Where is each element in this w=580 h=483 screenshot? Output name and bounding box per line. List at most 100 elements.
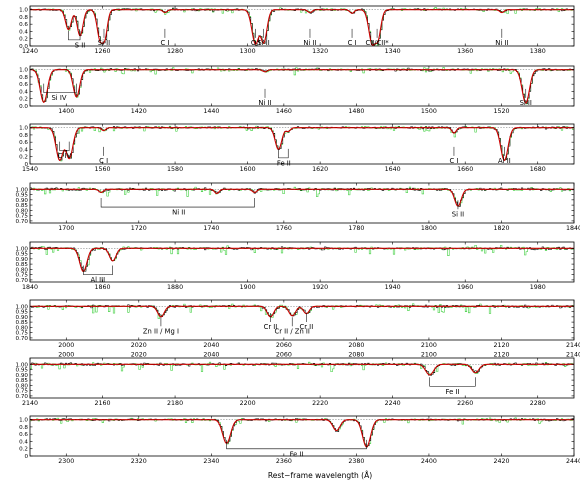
x-tick-label: 1640	[385, 166, 401, 173]
y-tick-label: 0.6	[19, 82, 28, 88]
panel-frame	[29, 415, 575, 457]
x-tick-label: 1360	[457, 48, 473, 55]
y-tick-label: 0.70	[16, 219, 29, 225]
y-tick-label: 0.90	[16, 257, 29, 263]
y-tick-label: 0.70	[16, 336, 29, 342]
x-tick-label: 2300	[58, 458, 74, 465]
y-tick-label: 0.95	[16, 193, 29, 199]
y-tick-label: 0	[24, 162, 28, 168]
flux-spectrum	[30, 418, 574, 448]
line-identification: Si II	[452, 200, 464, 218]
spectrum-panel: 1240 1260 1280 1300 1320 1340 1360 1380 0.00.2 0.…	[19, 5, 575, 55]
y-tick-label: 0.85	[16, 378, 29, 384]
model-fit	[30, 419, 574, 448]
line-identification: Si II	[520, 88, 532, 107]
ion-label: C I	[99, 157, 108, 165]
spectrum-panel: 1840 1860 1880 1900 1920 1940 1960 1980 0.700.75…	[16, 241, 575, 291]
ion-label: Si IV	[51, 94, 66, 102]
y-tick-label: 0.2	[19, 447, 28, 453]
x-tick-label: 2160	[95, 400, 111, 407]
y-tick-label: 1.00	[16, 304, 29, 310]
line-identification: Ni II	[258, 88, 272, 107]
x-tick-label: 1900	[240, 284, 256, 291]
line-identification: Al II	[498, 146, 511, 165]
panel-frame	[29, 299, 575, 341]
panel-frame	[29, 182, 575, 224]
x-tick-label: 1320	[312, 48, 328, 55]
line-identification: C I	[99, 146, 108, 165]
y-tick-label: 0.0	[19, 44, 28, 50]
flux-spectrum	[30, 67, 574, 104]
x-tick-label: 2280	[530, 400, 546, 407]
y-tick-label: 0	[24, 454, 28, 460]
x-tick-label-top: 2060	[276, 352, 292, 359]
y-tick-label: 0.8	[19, 133, 28, 139]
x-tick-label: 2400	[421, 458, 437, 465]
x-tick-label: 1720	[131, 225, 147, 232]
y-tick-label: 0.70	[16, 278, 29, 284]
ion-label: Si II	[98, 39, 110, 47]
x-tick-label: 1860	[95, 284, 111, 291]
x-tick-label: 1500	[421, 108, 437, 115]
x-tick-label: 1560	[95, 166, 111, 173]
bracket-marker	[68, 30, 81, 41]
y-tick-label: 1.00	[16, 187, 29, 193]
bracket-marker	[43, 83, 77, 93]
x-tick-label: 2080	[348, 342, 364, 349]
error-spectrum	[30, 67, 574, 105]
x-tick-label: 1660	[457, 166, 473, 173]
spectrum-panel: 1700 1720 1740 1760 1780 1800 1820 1840 0.700.75…	[16, 182, 580, 232]
x-tick-label-top: 2140	[566, 352, 580, 359]
y-tick-label: 1.0	[19, 418, 28, 424]
y-tick-label: 0.4	[19, 439, 28, 445]
ion-label: O I	[251, 39, 261, 47]
spectrum-panel: 1400 1420 1440 1460 1480 1500 1520 0.00.2 0.40.6…	[19, 65, 575, 115]
x-tick-label: 1840	[566, 225, 580, 232]
model-fit	[30, 9, 574, 46]
x-tick-label: 1340	[385, 48, 401, 55]
ion-label: Cr II / Zn II	[274, 327, 309, 335]
y-tick-label: 0.2	[19, 155, 28, 161]
bracket-marker	[83, 265, 113, 275]
ion-label: Si II	[257, 39, 269, 47]
ion-label: C I	[449, 157, 458, 165]
x-tick-label-top: 2040	[203, 352, 219, 359]
line-identification: Fe II	[429, 377, 476, 396]
y-tick-label: 0.6	[19, 140, 28, 146]
bracket-marker	[100, 198, 255, 208]
x-tick-label-top: 2100	[421, 352, 437, 359]
ion-label: CII/CII*	[365, 39, 389, 47]
x-tick-label: 1520	[493, 108, 509, 115]
y-tick-label: 0.85	[16, 262, 29, 268]
y-tick-label: 0.8	[19, 15, 28, 21]
y-tick-label: 0.75	[16, 389, 29, 395]
model-fit	[30, 69, 574, 104]
model-fit	[30, 305, 574, 318]
line-identification: C I	[160, 28, 169, 47]
ion-label: Al III	[90, 276, 105, 284]
ion-label: Al II	[498, 157, 511, 165]
model-fit	[30, 127, 574, 162]
x-tick-label: 1380	[530, 48, 546, 55]
y-tick-label: 1.0	[19, 126, 28, 132]
ion-label: C I	[348, 39, 357, 47]
line-identification: Fe II	[226, 439, 367, 458]
spectrum-panel: 1540 1560 1580 1600 1620 1640 1660 168000.20.40…	[19, 123, 575, 173]
y-tick-label: 0.75	[16, 273, 29, 279]
x-tick-label: 2240	[385, 400, 401, 407]
ion-label: Ni II	[303, 39, 316, 47]
y-tick-label: 1.0	[19, 68, 28, 74]
x-tick-label: 2120	[493, 342, 509, 349]
panel-frame	[29, 123, 575, 165]
x-tick-label-top: 2080	[348, 352, 364, 359]
y-tick-label: 0.2	[19, 37, 28, 43]
flux-spectrum	[30, 126, 574, 161]
x-tick-label: 2360	[276, 458, 292, 465]
y-tick-label: 0.6	[19, 22, 28, 28]
ion-label: Ni II	[172, 209, 185, 217]
x-tick-label: 2380	[348, 458, 364, 465]
error-spectrum	[30, 125, 574, 162]
spectrum-panel: 2000 2020 2040 2060 2080 2100 2120 2140 0.700.75…	[16, 299, 580, 349]
